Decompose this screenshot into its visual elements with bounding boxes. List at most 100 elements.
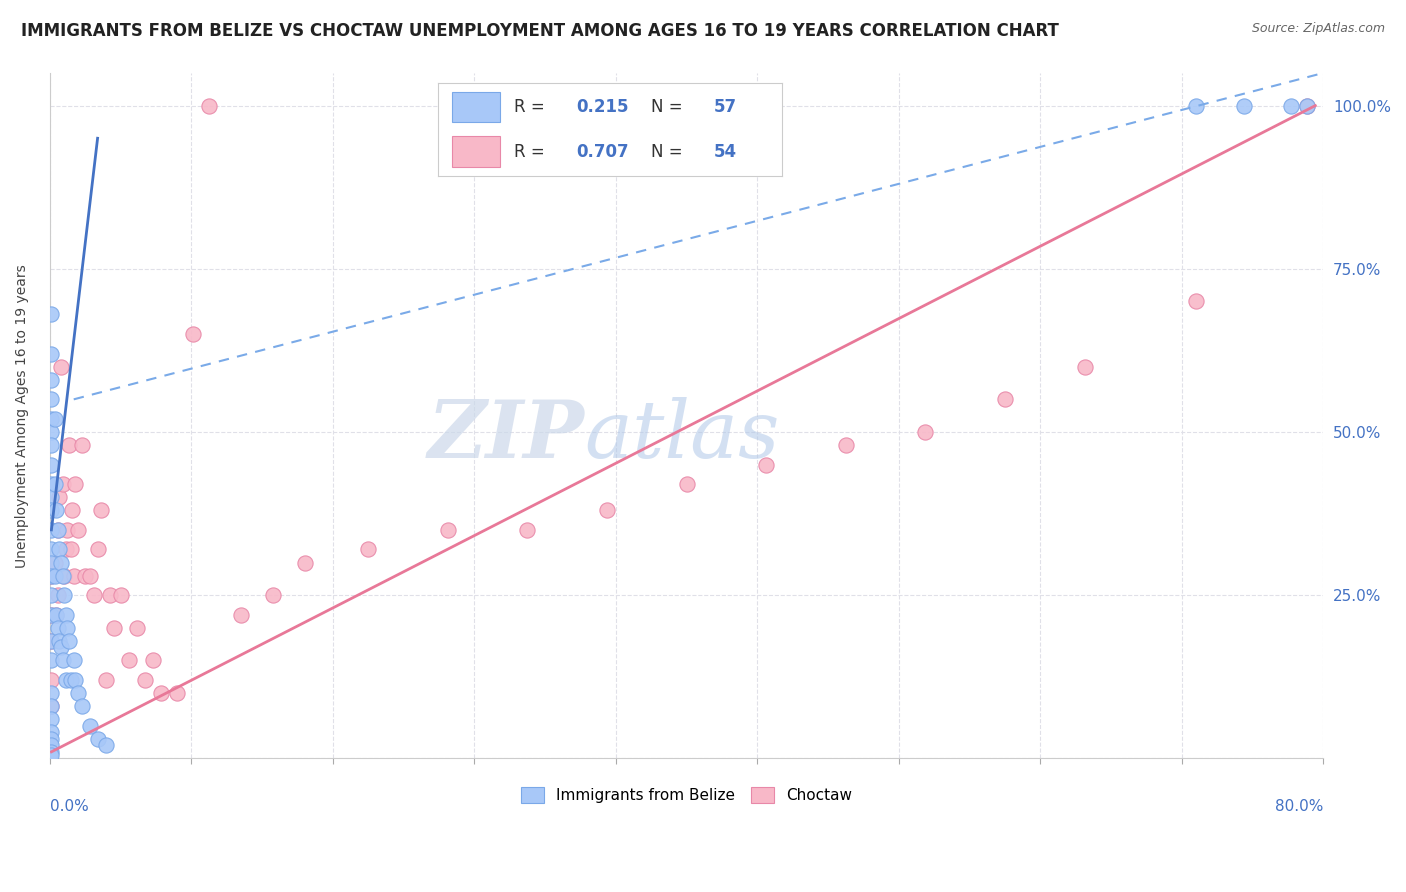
Point	[41, 542, 63, 557]
Text: ZIP: ZIP	[427, 398, 585, 475]
Point	[45, 607, 67, 622]
Point	[41, 633, 63, 648]
Point	[55, 673, 77, 687]
Point	[52, 653, 75, 667]
Point	[59, 673, 82, 687]
Point	[41, 477, 63, 491]
Point	[41, 686, 63, 700]
Point	[41, 503, 63, 517]
Point	[755, 458, 778, 472]
Point	[41, 607, 63, 622]
Point	[98, 588, 121, 602]
Point	[60, 503, 83, 517]
Text: Source: ZipAtlas.com: Source: ZipAtlas.com	[1251, 22, 1385, 36]
Point	[58, 633, 80, 648]
Point	[70, 438, 93, 452]
Point	[41, 346, 63, 360]
Point	[198, 98, 221, 112]
Point	[59, 542, 82, 557]
Point	[142, 653, 165, 667]
Point	[53, 588, 76, 602]
Point	[48, 633, 70, 648]
Text: atlas: atlas	[585, 398, 780, 475]
Point	[65, 673, 87, 687]
Point	[41, 568, 63, 582]
Point	[94, 739, 117, 753]
Text: 80.0%: 80.0%	[1275, 799, 1323, 814]
Point	[67, 523, 90, 537]
Point	[262, 588, 284, 602]
Point	[41, 373, 63, 387]
Point	[49, 640, 72, 655]
Point	[41, 438, 63, 452]
Point	[44, 412, 66, 426]
Point	[41, 607, 63, 622]
Point	[41, 699, 63, 714]
Point	[1281, 98, 1303, 112]
Point	[58, 438, 80, 452]
Point	[79, 719, 101, 733]
Point	[73, 568, 96, 582]
Point	[41, 712, 63, 726]
Point	[181, 327, 204, 342]
Point	[436, 523, 458, 537]
Point	[294, 556, 316, 570]
Point	[44, 556, 66, 570]
Point	[41, 748, 63, 763]
Point	[1233, 98, 1256, 112]
Point	[41, 739, 63, 753]
Point	[41, 633, 63, 648]
Y-axis label: Unemployment Among Ages 16 to 19 years: Unemployment Among Ages 16 to 19 years	[15, 264, 30, 567]
Point	[110, 588, 132, 602]
Point	[56, 523, 79, 537]
Point	[41, 653, 63, 667]
Point	[67, 686, 90, 700]
Point	[41, 425, 63, 439]
Point	[1296, 98, 1319, 112]
Point	[41, 412, 63, 426]
Point	[55, 542, 77, 557]
Point	[49, 359, 72, 374]
Point	[62, 653, 84, 667]
Point	[56, 621, 79, 635]
Point	[86, 731, 108, 746]
Point	[41, 673, 63, 687]
Point	[41, 490, 63, 504]
Point	[41, 523, 63, 537]
Point	[83, 588, 105, 602]
Point	[44, 477, 66, 491]
Point	[675, 477, 697, 491]
Text: 0.0%: 0.0%	[49, 799, 89, 814]
Point	[53, 568, 76, 582]
Point	[41, 745, 63, 759]
Point	[94, 673, 117, 687]
Point	[86, 542, 108, 557]
Point	[1073, 359, 1095, 374]
Point	[90, 503, 112, 517]
Point	[62, 568, 84, 582]
Point	[1185, 98, 1208, 112]
Point	[229, 607, 252, 622]
Point	[134, 673, 156, 687]
Point	[914, 425, 936, 439]
Point	[596, 503, 619, 517]
Point	[70, 699, 93, 714]
Point	[41, 731, 63, 746]
Point	[48, 542, 70, 557]
Point	[1296, 98, 1319, 112]
Point	[41, 458, 63, 472]
Point	[41, 588, 63, 602]
Point	[41, 725, 63, 739]
Point	[41, 556, 63, 570]
Point	[52, 477, 75, 491]
Point	[49, 556, 72, 570]
Point	[1185, 294, 1208, 309]
Point	[994, 392, 1017, 407]
Point	[44, 568, 66, 582]
Point	[41, 568, 63, 582]
Point	[48, 490, 70, 504]
Point	[150, 686, 173, 700]
Point	[46, 621, 69, 635]
Point	[41, 308, 63, 322]
Point	[52, 568, 75, 582]
